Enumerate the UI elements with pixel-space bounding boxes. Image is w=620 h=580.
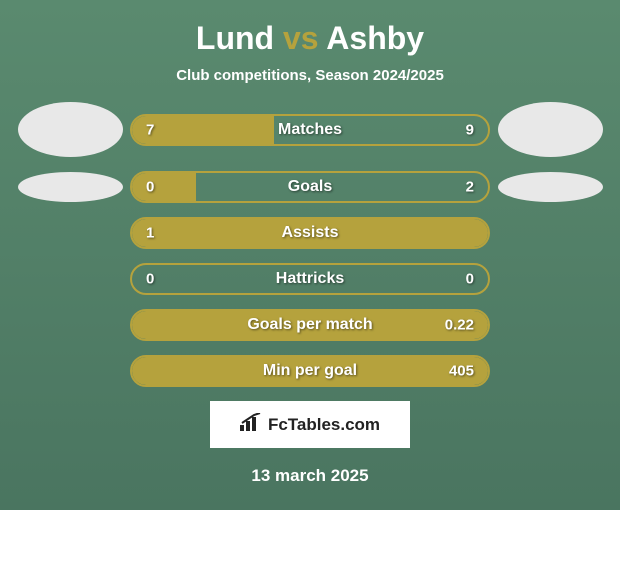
avatar-placeholder bbox=[498, 172, 603, 202]
stat-row: 0 0 Hattricks bbox=[10, 263, 610, 295]
avatar-placeholder bbox=[18, 102, 123, 157]
comparison-rows: 7 9 Matches 0 2 Goals 1 Assists 0 0 Hattricks 0.22 G… bbox=[10, 102, 610, 387]
stat-value-right: 0.22 bbox=[445, 317, 474, 334]
stat-row: 1 Assists bbox=[10, 217, 610, 249]
stat-value-left: 1 bbox=[146, 225, 154, 242]
player1-name: Lund bbox=[196, 20, 274, 56]
stat-row: 7 9 Matches bbox=[10, 102, 610, 157]
stat-bar: 0 0 Hattricks bbox=[130, 263, 490, 295]
subtitle: Club competitions, Season 2024/2025 bbox=[10, 62, 610, 102]
avatar-col-right bbox=[490, 172, 610, 202]
bar-fill-left bbox=[132, 173, 196, 201]
stat-label: Matches bbox=[278, 121, 342, 139]
stat-bar: 7 9 Matches bbox=[130, 114, 490, 146]
avatar-col-right bbox=[490, 102, 610, 157]
avatar-placeholder bbox=[18, 172, 123, 202]
page-title: Lund vs Ashby bbox=[10, 10, 610, 62]
date-text: 13 march 2025 bbox=[10, 448, 610, 490]
avatar-placeholder bbox=[498, 102, 603, 157]
stat-label: Goals bbox=[288, 178, 332, 196]
brand-text: FcTables.com bbox=[268, 415, 380, 435]
stat-value-left: 0 bbox=[146, 179, 154, 196]
stat-value-right: 2 bbox=[466, 179, 474, 196]
stat-label: Goals per match bbox=[247, 316, 372, 334]
stat-value-right: 0 bbox=[466, 271, 474, 288]
avatar-col-left bbox=[10, 172, 130, 202]
stat-bar: 0 2 Goals bbox=[130, 171, 490, 203]
stat-value-right: 9 bbox=[466, 121, 474, 138]
stat-label: Assists bbox=[282, 224, 339, 242]
stat-bar: 0.22 Goals per match bbox=[130, 309, 490, 341]
player2-name: Ashby bbox=[326, 20, 424, 56]
vs-text: vs bbox=[283, 20, 319, 56]
stat-value-left: 7 bbox=[146, 121, 154, 138]
stat-row: 0 2 Goals bbox=[10, 171, 610, 203]
brand-logo[interactable]: FcTables.com bbox=[210, 401, 410, 448]
stat-row: 405 Min per goal bbox=[10, 355, 610, 387]
stat-bar: 405 Min per goal bbox=[130, 355, 490, 387]
stat-label: Min per goal bbox=[263, 362, 357, 380]
stat-value-right: 405 bbox=[449, 363, 474, 380]
chart-icon bbox=[240, 413, 262, 436]
stat-row: 0.22 Goals per match bbox=[10, 309, 610, 341]
stat-bar: 1 Assists bbox=[130, 217, 490, 249]
stat-label: Hattricks bbox=[276, 270, 344, 288]
avatar-col-left bbox=[10, 102, 130, 157]
comparison-widget: Lund vs Ashby Club competitions, Season … bbox=[0, 0, 620, 510]
stat-value-left: 0 bbox=[146, 271, 154, 288]
